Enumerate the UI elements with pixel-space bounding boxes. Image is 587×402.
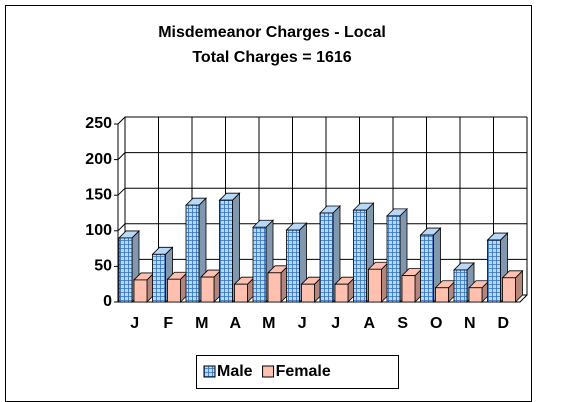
x-tick-label: M — [262, 315, 275, 332]
bar-front — [200, 276, 215, 303]
y-tick-label: 0 — [103, 293, 112, 310]
bar — [334, 276, 356, 303]
plot: 0 50 100 150 200 250 J F M A M J J A S O N D Male Female — [85, 115, 528, 389]
bar-front — [319, 212, 334, 303]
bar-front — [420, 234, 434, 303]
bar-front — [435, 287, 449, 303]
bar — [367, 261, 390, 303]
x-tick-label: S — [397, 315, 408, 332]
y-tick-label: 250 — [85, 115, 112, 132]
bar-front — [267, 272, 282, 303]
legend-label: Male — [217, 363, 253, 380]
legend-swatch — [203, 365, 216, 378]
bar-front — [453, 269, 468, 303]
bar-front — [133, 279, 148, 303]
y-tick-label: 150 — [85, 186, 112, 203]
bar-front — [334, 283, 349, 303]
bar — [267, 264, 289, 303]
x-tick-label: J — [130, 315, 139, 332]
chart-title: Misdemeanor Charges - Local — [158, 24, 386, 41]
y-tick-label: 200 — [85, 151, 112, 168]
bar-front — [152, 253, 166, 303]
bar-front — [487, 239, 501, 303]
bar-front — [353, 209, 367, 303]
legend-swatch — [262, 365, 275, 378]
bar — [285, 222, 308, 303]
x-tick-label: A — [363, 315, 375, 332]
bar-front — [286, 229, 300, 303]
floor — [118, 294, 528, 303]
bar — [300, 276, 323, 303]
bar — [133, 271, 155, 303]
bar — [218, 192, 241, 303]
bar-front — [118, 237, 133, 303]
bar-front — [252, 226, 267, 303]
x-tick-label: J — [331, 315, 340, 332]
x-tick-label: M — [195, 315, 208, 332]
bar — [319, 205, 341, 303]
bar-front — [219, 199, 233, 303]
chart-subtitle: Total Charges = 1616 — [192, 49, 351, 66]
chart-border — [5, 5, 532, 402]
bar-front — [167, 278, 181, 303]
bar-front — [386, 215, 401, 303]
x-tick-label: J — [298, 315, 307, 332]
bar-front — [401, 275, 416, 303]
bar — [185, 197, 207, 303]
x-tick-label: D — [497, 315, 509, 332]
legend-label: Female — [276, 363, 331, 380]
bar — [166, 271, 189, 303]
bar — [401, 267, 423, 303]
x-tick-label: O — [430, 315, 442, 332]
bar — [233, 276, 256, 303]
bar-front — [301, 283, 315, 303]
bar-front — [502, 277, 516, 303]
x-tick-label: A — [229, 315, 241, 332]
x-tick-label: F — [163, 315, 173, 332]
x-tick-label: N — [464, 315, 476, 332]
bar-front — [234, 283, 248, 303]
bar-front — [368, 268, 382, 303]
bar — [200, 269, 222, 303]
bar-front — [468, 287, 483, 303]
y-tick-label: 100 — [85, 222, 112, 239]
legend-box — [196, 355, 399, 389]
bar — [501, 269, 524, 303]
y-tick-label: 50 — [94, 258, 112, 275]
bar-front — [185, 204, 200, 303]
